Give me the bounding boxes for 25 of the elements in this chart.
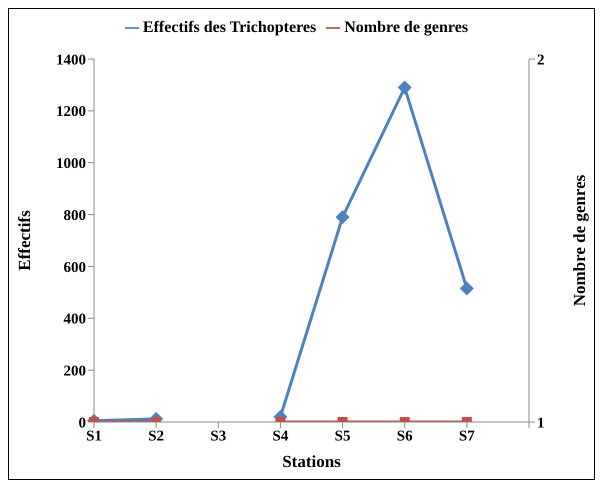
legend-label: Effectifs des Trichopteres: [142, 19, 316, 36]
legend-label: Nombre de genres: [344, 19, 468, 36]
y-tick-label: 800: [64, 208, 86, 224]
point: [460, 281, 474, 296]
x-tick-label: S1: [86, 428, 102, 445]
x-tick-label: S6: [396, 428, 414, 445]
x-tick-label: S5: [334, 428, 350, 445]
y2-axis-title: Nombre de genres: [570, 174, 590, 306]
y2-tick-label: 1: [537, 415, 544, 432]
y-tick-label: 1200: [56, 104, 86, 120]
y-tick-label: 600: [64, 260, 86, 276]
y-axis-title: Effectifs: [15, 210, 34, 271]
y-tick-label: 1000: [56, 156, 86, 172]
y-tick-label: 0: [78, 415, 86, 432]
point: [336, 210, 350, 224]
x-axis-title: Stations: [282, 452, 342, 471]
x-tick-label: S2: [148, 428, 164, 445]
point: [398, 80, 412, 95]
y-tick-label: 400: [64, 312, 86, 328]
y-tick-label: 1400: [56, 52, 86, 68]
x-tick-label: S3: [210, 428, 226, 445]
y-tick-label: 200: [64, 363, 86, 380]
x-tick-label: S7: [458, 428, 476, 445]
y2-tick-label: 2: [537, 52, 544, 68]
x-tick-label: S4: [272, 428, 289, 445]
